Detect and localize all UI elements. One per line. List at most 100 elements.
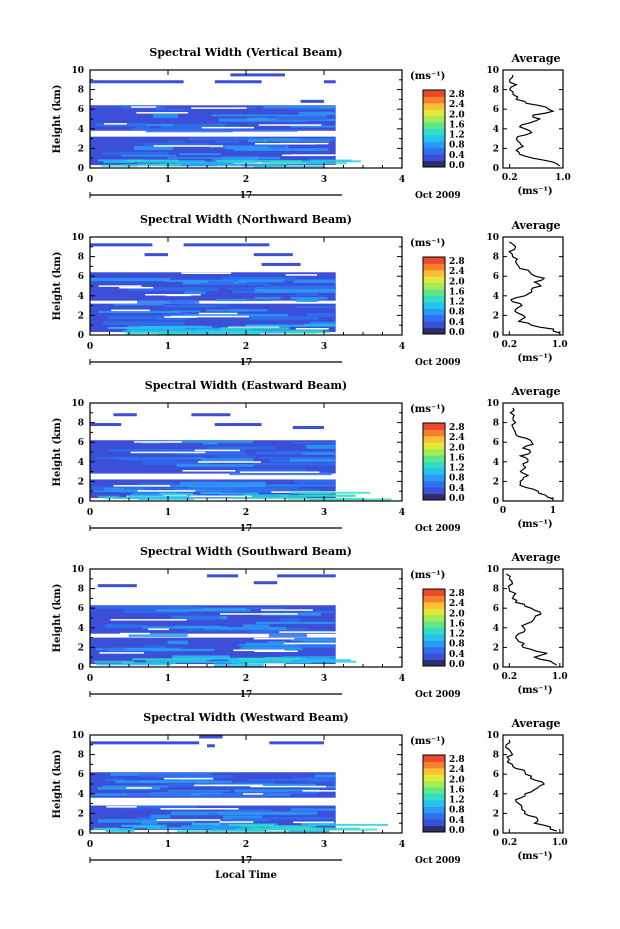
sparse-return <box>324 80 336 84</box>
echo-streak <box>221 327 290 330</box>
echo-streak <box>169 440 253 444</box>
echo-streak <box>126 457 179 461</box>
colorbar-segment <box>423 435 445 443</box>
average-y-tick-label: 6 <box>493 604 499 614</box>
average-y-tick-label: 8 <box>493 253 499 263</box>
echo-gap <box>293 821 334 824</box>
colorbar-unit-label: (ms⁻¹) <box>410 736 445 747</box>
echo-streak <box>298 111 336 115</box>
echo-streak <box>137 482 175 486</box>
y-axis-label: Height (km) <box>52 252 63 321</box>
echo-streak <box>201 458 254 462</box>
colorbar-segment <box>423 601 445 609</box>
echo-streak <box>207 488 254 491</box>
echo-streak <box>304 323 336 326</box>
average-y-tick-label: 6 <box>493 272 499 282</box>
colorbar-segment <box>423 646 445 654</box>
echo-streak <box>228 823 274 826</box>
echo-streak <box>159 492 193 495</box>
echo-streak <box>215 299 246 302</box>
x-axis: 0 1 2 3 4 <box>87 237 405 352</box>
echo-gap <box>182 470 236 472</box>
average-y-tick-label: 2 <box>493 311 499 321</box>
echo-streak <box>223 815 263 820</box>
x-tick-label: 3 <box>321 674 327 684</box>
echo-streak <box>164 164 218 167</box>
colorbar-segment <box>423 308 445 316</box>
sparse-return <box>277 574 336 578</box>
y-tick-label: 4 <box>78 458 84 468</box>
echo-streak <box>95 605 193 609</box>
y-axis: 0 2 4 6 8 10 <box>71 399 402 507</box>
echo-streak <box>103 161 135 164</box>
echo-streak <box>231 496 308 499</box>
echo-streak <box>97 495 120 498</box>
colorbar-segment <box>423 141 445 149</box>
echo-streak <box>150 485 226 487</box>
echo-streak <box>180 481 266 486</box>
colorbar-tick-label: 1.6 <box>449 785 465 795</box>
sparse-return <box>253 253 293 257</box>
echo-gap <box>160 808 239 810</box>
panel-1: Spectral Width (Vertical Beam) Height (km… <box>52 46 571 201</box>
echo-gap <box>106 806 137 808</box>
echo-gap <box>290 154 365 156</box>
average-y-tick-label: 0 <box>493 663 499 673</box>
y-axis-label: Height (km) <box>52 750 63 819</box>
echo-streak <box>181 818 261 822</box>
colorbar-tick-label: 0.8 <box>449 806 465 816</box>
average-profile: Average 0 2 4 6 8 10 0.2 1.0(ms⁻¹) <box>486 551 567 696</box>
sparse-return <box>214 423 262 427</box>
echo-gap <box>198 461 261 463</box>
y-tick-label: 4 <box>78 624 84 634</box>
colorbar-tick-label: 1.2 <box>449 298 465 308</box>
average-y-tick-label: 2 <box>493 477 499 487</box>
x-tick-label: 2 <box>243 840 249 850</box>
echo-streak <box>95 123 148 127</box>
echo-streak <box>293 279 336 283</box>
average-x-tick-label: 0.2 <box>501 838 517 848</box>
average-y-tick-label: 4 <box>493 125 499 135</box>
colorbar-segment <box>423 621 445 628</box>
average-profile-line <box>505 573 557 666</box>
sparse-return <box>199 735 223 739</box>
echo-streak <box>125 159 179 162</box>
y-tick-label: 0 <box>78 331 84 341</box>
average-profile: Average 0 2 4 6 8 10 0 1 (ms⁻¹) <box>486 385 564 530</box>
average-y-tick-label: 4 <box>493 292 499 302</box>
colorbar-tick-label: 2.8 <box>449 755 465 765</box>
colorbar-segment <box>423 493 445 501</box>
colorbar-segment <box>423 442 445 450</box>
average-title: Average <box>510 551 560 564</box>
average-y-tick-label: 10 <box>486 399 499 409</box>
echo-streak <box>307 314 336 318</box>
echo-streak <box>93 827 120 830</box>
sparse-return <box>207 574 239 578</box>
echo-streak <box>126 329 214 332</box>
day-label: 17 <box>240 856 253 866</box>
echo-streak <box>290 296 328 300</box>
y-tick-label: 10 <box>71 399 84 409</box>
colorbar-tick-label: 2.4 <box>449 599 465 609</box>
echo-streak <box>126 332 194 335</box>
colorbar-tick-label: 0.0 <box>449 161 465 171</box>
colorbar-segment <box>423 806 445 814</box>
y-tick-label: 4 <box>78 125 84 135</box>
day-axis: 17 Oct 2009 <box>89 524 461 534</box>
echo-streak <box>213 663 264 667</box>
y-tick-label: 6 <box>78 438 84 448</box>
sparse-return <box>90 243 153 247</box>
echo-streak <box>135 817 163 820</box>
average-x-tick-label: 0.2 <box>501 340 517 350</box>
echo-streak <box>248 316 319 321</box>
echo-streak <box>290 491 371 494</box>
x-tick-label: 1 <box>165 342 171 352</box>
colorbar-segment <box>423 96 445 104</box>
colorbar-tick-label: 2.0 <box>449 443 465 453</box>
sparse-return <box>191 413 231 417</box>
average-profile: Average 0 2 4 6 8 10 0.2 1.0(ms⁻¹) <box>486 717 567 862</box>
x-tick-label: 0 <box>87 840 93 850</box>
echo-streak <box>280 618 300 622</box>
echo-streak <box>101 164 138 167</box>
colorbar-frame <box>422 256 446 335</box>
